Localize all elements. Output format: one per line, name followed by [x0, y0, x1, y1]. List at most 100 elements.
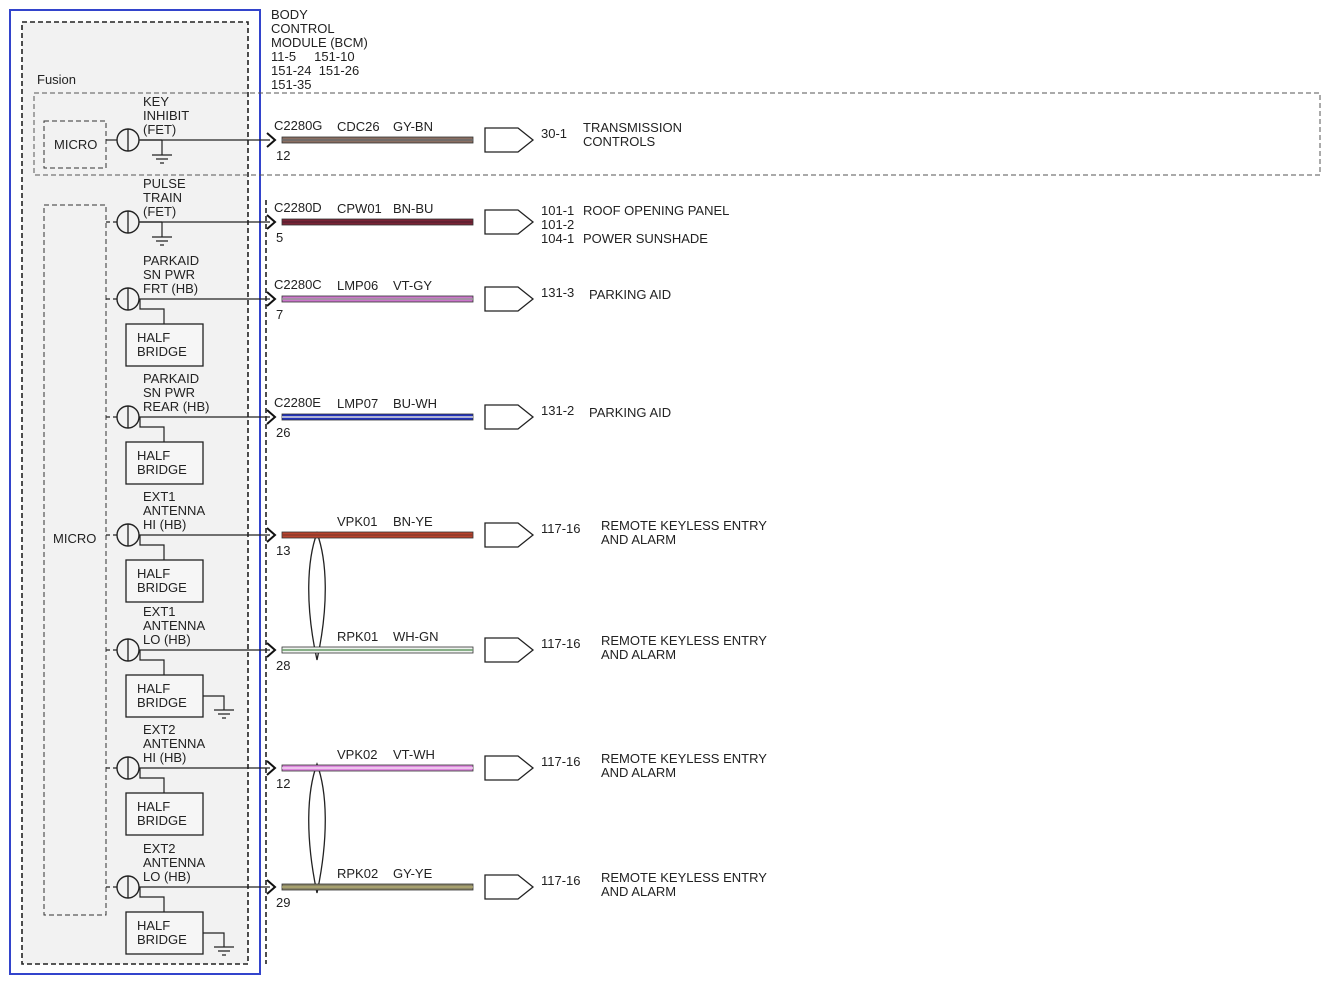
destination-pin: 131-2 — [541, 403, 574, 418]
output-label-line: ANTENNA — [143, 618, 205, 633]
half-bridge-link — [139, 887, 165, 912]
output-label-line: EXT2 — [143, 722, 176, 737]
destination-label: AND ALARM — [601, 765, 676, 780]
output-label-line: INHIBIT — [143, 108, 189, 123]
twisted-pair-ext2 — [308, 762, 326, 894]
destination-pin: 104-1 — [541, 231, 574, 246]
destination-pin: 101-2 — [541, 217, 574, 232]
output-label-line: PARKAID — [143, 371, 199, 386]
destination-connector-icon — [484, 404, 535, 430]
pin-number: 13 — [276, 543, 290, 558]
connector-id: C2280E — [274, 395, 321, 410]
micro-box-main — [43, 204, 107, 916]
destination-connector-icon — [484, 637, 535, 663]
wire-color-code: GY-BN — [393, 119, 433, 134]
destination-label: PARKING AID — [589, 405, 671, 420]
micro-label-fusion: MICRO — [54, 137, 97, 152]
half-bridge-box — [125, 792, 204, 836]
half-bridge-link — [139, 417, 165, 442]
wire-color-code: WH-GN — [393, 629, 439, 644]
micro-box-fusion — [43, 120, 107, 169]
destination-label: AND ALARM — [601, 647, 676, 662]
output-label-line: SN PWR — [143, 385, 195, 400]
connector-id: C2280C — [274, 277, 322, 292]
half-bridge-label: BRIDGE — [137, 813, 187, 828]
bcm-outline — [9, 9, 261, 975]
circuit-id: RPK02 — [337, 866, 378, 881]
connector-pin-icon — [266, 214, 277, 230]
output-label-line: HI (HB) — [143, 517, 186, 532]
half-bridge-box — [125, 674, 204, 718]
destination-label: AND ALARM — [601, 532, 676, 547]
connector-pin-icon — [266, 527, 277, 543]
half-bridge-label: BRIDGE — [137, 462, 187, 477]
wire-color-code: BU-WH — [393, 396, 437, 411]
destination-label: POWER SUNSHADE — [583, 231, 708, 246]
pin-number: 26 — [276, 425, 290, 440]
destination-label: REMOTE KEYLESS ENTRY — [601, 870, 767, 885]
wire-color-code: GY-YE — [393, 866, 433, 881]
half-bridge-box — [125, 911, 204, 955]
output-label-line: ANTENNA — [143, 736, 205, 751]
fusion-label: Fusion — [37, 72, 76, 87]
bcm-name-line: CONTROL — [271, 21, 335, 36]
half-bridge-box — [125, 559, 204, 603]
destination-connector-icon — [484, 755, 535, 781]
connector-pin-icon — [266, 409, 277, 425]
destination-connector-icon — [484, 209, 535, 235]
circuit-id: CPW01 — [337, 201, 382, 216]
wire-color-code: VT-WH — [393, 747, 435, 762]
destination-label: REMOTE KEYLESS ENTRY — [601, 633, 767, 648]
wire-color-code: BN-BU — [393, 201, 433, 216]
pin-number: 5 — [276, 230, 283, 245]
connector-pin-icon — [266, 642, 277, 658]
connector-id: C2280G — [274, 118, 322, 133]
pin-number: 12 — [276, 776, 290, 791]
circuit-id: VPK01 — [337, 514, 377, 529]
output-label-line: EXT2 — [143, 841, 176, 856]
half-bridge-label: HALF — [137, 918, 170, 933]
bcm-connector-line: 151-24 151-26 — [271, 63, 359, 78]
destination-label: PARKING AID — [589, 287, 671, 302]
destination-pin: 30-1 — [541, 126, 567, 141]
pin-number: 12 — [276, 148, 290, 163]
wire-color-code: BN-YE — [393, 514, 433, 529]
output-label-line: TRAIN — [143, 190, 182, 205]
pin-number: 29 — [276, 895, 290, 910]
destination-connector-icon — [484, 127, 535, 153]
output-label-line: LO (HB) — [143, 869, 191, 884]
circuit-id: CDC26 — [337, 119, 380, 134]
destination-connector-icon — [484, 522, 535, 548]
output-label-line: KEY — [143, 94, 169, 109]
bcm-name-line: MODULE (BCM) — [271, 35, 368, 50]
output-label-line: HI (HB) — [143, 750, 186, 765]
twisted-pair-ext1 — [308, 531, 326, 661]
destination-label: CONTROLS — [583, 134, 656, 149]
destination-connector-icon — [484, 874, 535, 900]
circuit-id: RPK01 — [337, 629, 378, 644]
ground-icon — [203, 932, 234, 956]
destination-connector-icon — [484, 286, 535, 312]
connector-pin-icon — [266, 879, 277, 895]
destination-pin: 131-3 — [541, 285, 574, 300]
half-bridge-link — [139, 299, 165, 324]
output-label-line: EXT1 — [143, 604, 176, 619]
output-label-line: PULSE — [143, 176, 186, 191]
output-label-line: PARKAID — [143, 253, 199, 268]
output-label-line: (FET) — [143, 122, 176, 137]
circuit-id: LMP06 — [337, 278, 378, 293]
output-label-line: FRT (HB) — [143, 281, 198, 296]
half-bridge-label: HALF — [137, 448, 170, 463]
output-label-line: SN PWR — [143, 267, 195, 282]
connector-pin-icon — [266, 760, 277, 776]
destination-pin: 117-16 — [541, 521, 581, 536]
